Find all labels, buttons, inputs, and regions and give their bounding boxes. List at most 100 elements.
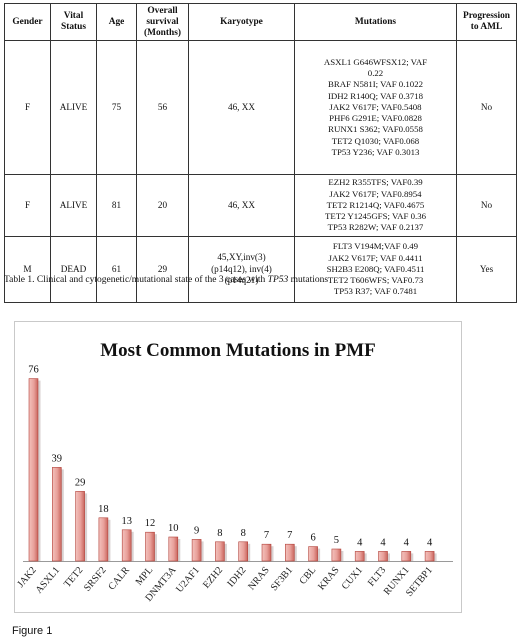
mutation-line: IDH2 R140Q; VAF 0.3718 bbox=[328, 90, 423, 101]
bar bbox=[284, 543, 295, 562]
bar bbox=[168, 536, 179, 562]
data-label: 8 bbox=[217, 528, 222, 539]
header-vital-status: Vital Status bbox=[50, 3, 97, 41]
bar bbox=[145, 531, 155, 562]
clinical-table-container: Gender Vital Status Age Overall survival… bbox=[4, 3, 517, 303]
karyotype-line: 45,XY,inv(3) bbox=[217, 252, 266, 263]
cell-mutations: EZH2 R355TFS; VAF0.39 JAK2 V617F; VAF0.89… bbox=[294, 174, 457, 237]
x-tick-label: SRSF2 bbox=[82, 565, 109, 594]
table-row: F ALIVE 81 20 46, XX EZH2 R355TFS; VAF0.39 JAK… bbox=[4, 174, 517, 237]
table-header-row: Gender Vital Status Age Overall survival… bbox=[4, 3, 517, 41]
header-gender: Gender bbox=[4, 3, 51, 41]
cell-survival: 29 bbox=[136, 236, 189, 303]
data-label: 4 bbox=[357, 537, 363, 548]
mutation-line: TET2 R1214Q; VAF0.4675 bbox=[326, 199, 425, 210]
caption-suffix: mutations bbox=[288, 275, 329, 285]
cell-vital-status: DEAD bbox=[50, 236, 97, 303]
cell-survival: 56 bbox=[136, 40, 189, 175]
header-karyotype: Karyotype bbox=[188, 3, 295, 41]
cell-age: 75 bbox=[96, 40, 137, 175]
mutation-chart-svg: Most Common Mutations in PMF76JAK239ASXL… bbox=[15, 340, 453, 604]
data-label: 4 bbox=[427, 537, 433, 548]
mutation-line: TET2 Q1030; VAF0.068 bbox=[331, 135, 420, 146]
bar bbox=[121, 529, 132, 562]
cell-gender: F bbox=[4, 174, 51, 237]
bar-shadow bbox=[154, 534, 157, 561]
x-tick-label: MPL bbox=[134, 565, 156, 588]
cell-progression: No bbox=[456, 40, 517, 175]
table-row: F ALIVE 75 56 46, XX ASXL1 G646WFSX12; VAF 0.2… bbox=[4, 40, 517, 175]
bar-shadow bbox=[61, 469, 64, 561]
cell-mutations: FLT3 V194M;VAF 0.49 JAK2 V617F; VAF 0.441… bbox=[294, 236, 457, 303]
data-label: 12 bbox=[145, 518, 156, 529]
mutation-line: EZH2 R355TFS; VAF0.39 bbox=[328, 177, 423, 188]
cell-mutations: ASXL1 G646WFSX12; VAF 0.22 BRAF N581I; VAF… bbox=[294, 40, 457, 175]
bar bbox=[98, 517, 109, 562]
karyotype-line: 46, XX bbox=[227, 199, 256, 210]
bar bbox=[51, 467, 62, 562]
caption-prefix: Table 1. Clinical and cytogenetic/mutati… bbox=[4, 275, 268, 285]
bar-shadow bbox=[340, 551, 344, 561]
cell-gender: M bbox=[4, 236, 51, 303]
data-label: 7 bbox=[287, 530, 292, 541]
data-label: 13 bbox=[121, 516, 132, 527]
bar-shadow bbox=[317, 548, 321, 561]
bar-shadow bbox=[247, 543, 251, 561]
mutation-chart: Most Common Mutations in PMF 76 JAK2 39 ASXL… bbox=[14, 321, 462, 613]
data-label: 39 bbox=[52, 453, 63, 464]
bar-shadow bbox=[107, 519, 111, 561]
x-tick-label: CBL bbox=[297, 565, 318, 587]
header-age: Age bbox=[96, 3, 137, 41]
mutation-line: JAK2 V617F; VAF 0.4411 bbox=[328, 252, 423, 263]
mutation-line: TP53 Y236; VAF 0.3013 bbox=[331, 147, 420, 158]
bar-shadow bbox=[434, 553, 437, 561]
mutation-line: ASXL1 G646WFSX12; VAF bbox=[323, 56, 428, 67]
bar bbox=[238, 541, 248, 562]
mutation-line: TET2 T606WFS; VAF0.73 bbox=[327, 275, 424, 286]
bar-shadow bbox=[201, 541, 204, 561]
bar bbox=[424, 551, 435, 562]
x-tick-label: CALR bbox=[106, 565, 132, 593]
mutation-line: JAK2 V617F; VAF0.5408 bbox=[329, 101, 422, 112]
cell-karyotype: 45,XY,inv(3) (p14q12), inv(4) (p14q21) bbox=[188, 236, 295, 303]
cell-age: 61 bbox=[96, 236, 137, 303]
x-tick-label: IDH2 bbox=[225, 565, 248, 590]
bar bbox=[75, 491, 85, 562]
cell-progression: No bbox=[456, 174, 517, 237]
cell-progression: Yes bbox=[456, 236, 517, 303]
bar-shadow bbox=[387, 553, 390, 561]
bar bbox=[191, 539, 202, 562]
bar-shadow bbox=[224, 543, 227, 561]
figure-label: Figure 1 bbox=[12, 625, 53, 637]
bar bbox=[354, 551, 365, 562]
bar bbox=[378, 551, 388, 562]
x-tick-label: NRAS bbox=[246, 565, 272, 593]
bar bbox=[261, 543, 272, 562]
data-label: 29 bbox=[75, 477, 86, 488]
data-label: 8 bbox=[241, 528, 246, 539]
caption-italic-gene: TP53 bbox=[267, 275, 289, 285]
bar-shadow bbox=[294, 546, 297, 561]
karyotype-line: (p14q21) bbox=[224, 275, 259, 286]
cell-karyotype: 46, XX bbox=[188, 174, 295, 237]
header-overall-survival: Overall survival (Months) bbox=[136, 3, 189, 41]
mutation-line: TET2 Y1245GFS; VAF 0.36 bbox=[324, 211, 427, 222]
mutation-line: PHF6 G291E; VAF0.0828 bbox=[329, 113, 422, 124]
data-label: 6 bbox=[310, 533, 315, 544]
bar-shadow bbox=[38, 380, 41, 561]
mutation-line: TP53 R282W; VAF 0.2137 bbox=[327, 222, 424, 233]
bar-shadow bbox=[410, 553, 414, 561]
mutation-line: SH2B3 E208Q; VAF0.4511 bbox=[326, 263, 425, 274]
bar-shadow bbox=[131, 531, 134, 561]
cell-survival: 20 bbox=[136, 174, 189, 237]
table-caption: Table 1. Clinical and cytogenetic/mutati… bbox=[4, 275, 328, 285]
mutation-line: BRAF N581I; VAF 0.1022 bbox=[328, 79, 423, 90]
x-tick-label: KRAS bbox=[316, 565, 342, 593]
table-row: M DEAD 61 29 45,XY,inv(3) (p14q12), inv(4) (p1… bbox=[4, 236, 517, 303]
chart-title: Most Common Mutations in PMF bbox=[100, 340, 375, 361]
data-label: 9 bbox=[194, 525, 199, 536]
x-tick-label: ASXL1 bbox=[34, 565, 62, 596]
header-mutations: Mutations bbox=[294, 3, 457, 41]
bar-shadow bbox=[364, 553, 367, 561]
mutation-line: JAK2 V617F; VAF0.8954 bbox=[329, 188, 422, 199]
